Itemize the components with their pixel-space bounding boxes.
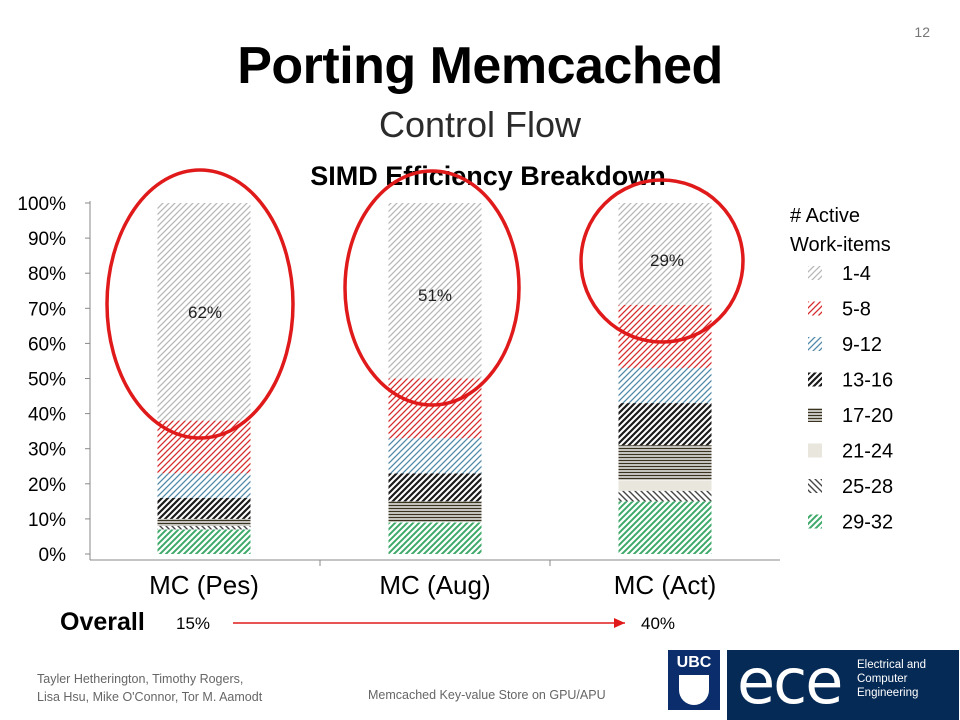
y-tick-label: 20% bbox=[28, 475, 66, 496]
chart-title: SIMD Efficiency Breakdown bbox=[310, 161, 666, 191]
highlight-ellipse bbox=[105, 168, 295, 440]
y-tick-label: 70% bbox=[28, 299, 66, 320]
bar-segment bbox=[618, 501, 712, 554]
chart-axes: 0% 10% 20% 30% 40% 50% 60% 70% 80% 90% 100% MC (Pes… bbox=[17, 194, 780, 600]
y-tick-label: 10% bbox=[28, 510, 66, 531]
chart-annotations: 62% 51% 29% 15% 40% bbox=[105, 168, 745, 633]
highlight-circle bbox=[579, 178, 745, 344]
legend-swatch bbox=[808, 514, 822, 529]
ece-logo-line1: Electrical and bbox=[857, 659, 927, 671]
y-tick-label: 50% bbox=[28, 370, 66, 391]
overall-label: Overall bbox=[60, 608, 145, 636]
x-tick-label: MC (Aug) bbox=[379, 570, 490, 600]
y-tick-label: 90% bbox=[28, 229, 66, 250]
y-tick-label: 40% bbox=[28, 405, 66, 426]
y-tick-label: 100% bbox=[17, 194, 66, 215]
ece-logo-word: ece bbox=[737, 645, 843, 718]
legend-title-line2: Work-items bbox=[790, 234, 891, 256]
legend-entry: 9-12 bbox=[842, 334, 882, 356]
overall-arrow-head bbox=[614, 618, 625, 628]
y-tick-label: 60% bbox=[28, 334, 66, 355]
segment-data-label: 29% bbox=[650, 251, 684, 270]
legend-entry: 5-8 bbox=[842, 299, 871, 321]
bar-segment bbox=[157, 203, 251, 421]
bar-segment bbox=[618, 367, 712, 404]
ubc-crest-icon bbox=[679, 675, 709, 705]
ece-logo-line2: Computer bbox=[857, 673, 908, 685]
legend-swatch bbox=[808, 408, 822, 422]
legend-entry: 25-28 bbox=[842, 476, 893, 498]
bar-segment bbox=[618, 480, 712, 491]
legend-swatch bbox=[808, 479, 822, 493]
legend-swatch bbox=[808, 337, 822, 351]
bar-segment bbox=[618, 445, 712, 481]
bar-segment bbox=[388, 522, 482, 554]
ubc-logo-text: UBC bbox=[676, 654, 712, 671]
ece-logo-subtitle: Electrical and Computer Engineering bbox=[857, 658, 926, 700]
footer-authors: Tayler Hetherington, Timothy Rogers, Lis… bbox=[37, 670, 262, 706]
y-tick-label: 0% bbox=[39, 545, 67, 566]
ece-logo-line3: Engineering bbox=[857, 687, 919, 699]
segment-data-label: 51% bbox=[418, 286, 452, 305]
bar-segment bbox=[157, 529, 251, 554]
bar-segment bbox=[388, 378, 482, 439]
simd-efficiency-chart: SIMD Efficiency Breakdown 0% 10% 20% 30% 40%… bbox=[17, 161, 893, 633]
legend-entry: 1-4 bbox=[842, 263, 871, 285]
bar-segment bbox=[157, 525, 251, 530]
bar-segment bbox=[388, 473, 482, 502]
footer-authors-line1: Tayler Hetherington, Timothy Rogers, bbox=[37, 672, 244, 686]
legend-entry: 29-32 bbox=[842, 512, 893, 534]
bar-segment bbox=[388, 203, 482, 379]
overall-value-end: 40% bbox=[641, 614, 675, 633]
legend-entry: 13-16 bbox=[842, 370, 893, 392]
bar-segment bbox=[157, 497, 251, 519]
slide-title: Porting Memcached bbox=[237, 37, 723, 95]
legend-title-line1: # Active bbox=[790, 205, 860, 227]
slide-subtitle: Control Flow bbox=[378, 104, 582, 145]
y-tick-label: 30% bbox=[28, 440, 66, 461]
highlight-ellipse bbox=[343, 169, 521, 407]
bar-segment bbox=[157, 473, 251, 498]
x-tick-label: MC (Act) bbox=[614, 570, 717, 600]
footer-authors-line2: Lisa Hsu, Mike O'Connor, Tor M. Aamodt bbox=[37, 690, 263, 704]
y-tick-label: 80% bbox=[28, 264, 66, 285]
bar-segment bbox=[157, 518, 251, 526]
x-tick-label: MC (Pes) bbox=[149, 570, 259, 600]
segment-data-label: 62% bbox=[188, 303, 222, 322]
bar-segment bbox=[388, 438, 482, 474]
bar-segment bbox=[388, 501, 482, 523]
legend-swatch bbox=[808, 443, 822, 458]
chart-bars bbox=[157, 203, 712, 554]
footer-presentation-title: Memcached Key-value Store on GPU/APU bbox=[368, 688, 606, 702]
bar-segment bbox=[618, 203, 712, 305]
legend-swatch bbox=[808, 372, 822, 387]
chart-legend: # Active Work-items 1-4 5-8 9-12 13-16 17-20 21… bbox=[790, 205, 893, 534]
bar-segment bbox=[618, 403, 712, 446]
legend-swatch bbox=[808, 266, 822, 280]
legend-swatch bbox=[808, 301, 822, 316]
ubc-logo: UBC bbox=[668, 650, 720, 710]
bar-segment bbox=[618, 490, 712, 502]
legend-entry: 17-20 bbox=[842, 405, 893, 427]
legend-entry: 21-24 bbox=[842, 441, 893, 463]
slide-number: 12 bbox=[914, 24, 930, 40]
ece-logo: ece Electrical and Computer Engineering bbox=[727, 650, 959, 720]
overall-value-start: 15% bbox=[176, 614, 210, 633]
